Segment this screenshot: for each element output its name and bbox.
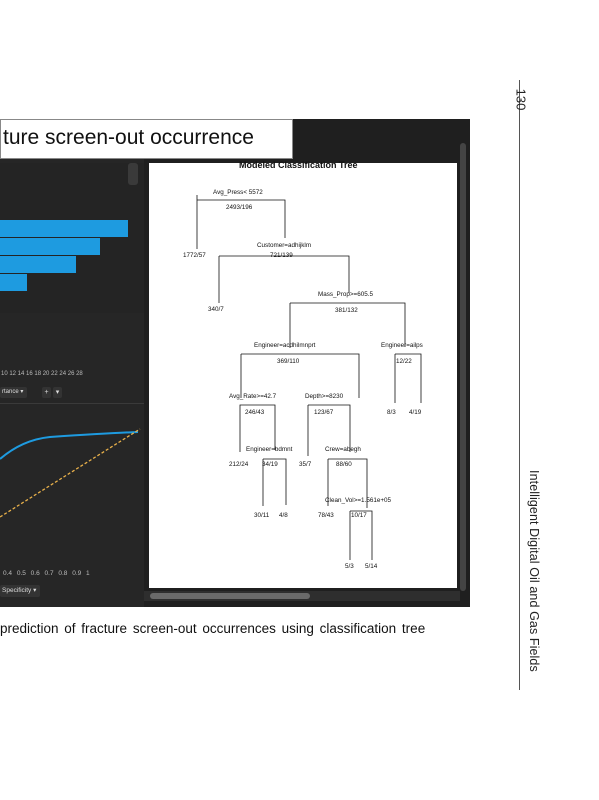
node-engineer3-counts: 34/19 bbox=[262, 461, 278, 468]
tree-title: Modeled Classification Tree bbox=[239, 160, 358, 170]
node-engineer1-split: Engineer=acdhilmnprt bbox=[254, 342, 316, 349]
importance-axis-ticks: 10 12 14 16 18 20 22 24 26 28 bbox=[1, 371, 83, 377]
node-leaf-8-3: 8/3 bbox=[387, 409, 396, 416]
classification-tree-panel: Modeled Classification Tree bbox=[149, 160, 457, 588]
node-mass-prop-counts: 381/132 bbox=[335, 307, 358, 314]
node-root-counts: 2493/196 bbox=[226, 204, 253, 211]
edge-engineer2 bbox=[394, 353, 422, 403]
roc-curve bbox=[0, 431, 139, 460]
node-leaf-78-43: 78/43 bbox=[318, 512, 334, 519]
edge-customer bbox=[218, 255, 350, 303]
node-avg-rate-split: Avg_Rate>=42.7 bbox=[229, 393, 277, 400]
horizontal-scrollbar[interactable] bbox=[150, 593, 310, 599]
edge-mass-prop bbox=[289, 302, 406, 348]
importance-bar bbox=[0, 220, 128, 237]
node-leaf-1772: 1772/57 bbox=[183, 252, 206, 259]
importance-bar bbox=[0, 274, 27, 291]
edge-engineer1 bbox=[240, 353, 360, 398]
node-crew-counts: 88/60 bbox=[336, 461, 352, 468]
node-clean-vol-counts: 10/17 bbox=[351, 512, 367, 519]
plus-icon: + bbox=[44, 389, 49, 396]
node-engineer3-split: Engineer=bdmnt bbox=[246, 446, 293, 453]
page-number: 130 bbox=[513, 88, 529, 111]
edge-crew bbox=[327, 458, 368, 508]
node-crew-split: Crew=abegh bbox=[325, 446, 361, 453]
node-leaf-212: 212/24 bbox=[229, 461, 249, 468]
edge-clean-vol bbox=[349, 510, 373, 560]
chevron-down-icon: ▾ bbox=[33, 587, 37, 594]
roc-diagonal bbox=[0, 428, 141, 518]
header-rule bbox=[519, 80, 520, 690]
node-avg-rate-counts: 246/43 bbox=[245, 409, 265, 416]
chevron-down-icon: ▾ bbox=[20, 389, 24, 395]
add-button[interactable]: + bbox=[42, 387, 51, 398]
node-leaf-4-8: 4/8 bbox=[279, 512, 288, 519]
node-leaf-30-11: 30/11 bbox=[254, 512, 270, 519]
node-mass-prop-split: Mass_Prop>=605.5 bbox=[318, 291, 373, 298]
vertical-scrollbar[interactable] bbox=[460, 143, 466, 591]
left-panel: 10 12 14 16 18 20 22 24 26 28 rtance ▾ +… bbox=[0, 119, 144, 607]
node-leaf-5-3: 5/3 bbox=[345, 563, 354, 570]
book-title: Intelligent Digital Oil and Gas Fields bbox=[527, 470, 541, 672]
node-avg-press-split: Avg_Press< 5572 bbox=[213, 189, 263, 196]
node-customer-split: Customer=adhijklm bbox=[257, 242, 312, 249]
node-engineer1-counts: 369/110 bbox=[277, 358, 300, 365]
more-dropdown-button[interactable]: ▾ bbox=[53, 387, 62, 398]
panel-divider bbox=[0, 403, 144, 404]
node-engineer2-split: Engineer=ailps bbox=[381, 342, 423, 349]
tree-edges bbox=[196, 195, 422, 560]
chevron-down-icon: ▾ bbox=[55, 389, 60, 396]
node-clean-vol-split: Clean_Vol>=1.561e+05 bbox=[325, 497, 392, 504]
figure-caption: prediction of fracture screen-out occurr… bbox=[0, 621, 426, 636]
figure-heading: ture screen-out occurrence bbox=[0, 119, 293, 159]
edge-root bbox=[196, 195, 286, 249]
node-leaf-340: 340/7 bbox=[208, 306, 224, 313]
edge-engineer3 bbox=[262, 458, 287, 506]
roc-dropdown[interactable]: Specificity ▾ bbox=[0, 585, 41, 597]
node-engineer2-counts: 12/22 bbox=[396, 358, 412, 365]
left-panel-scroll-thumb[interactable] bbox=[128, 163, 138, 185]
node-leaf-5-14: 5/14 bbox=[365, 563, 378, 570]
importance-bar bbox=[0, 238, 100, 255]
node-customer-counts: 721/139 bbox=[270, 252, 293, 259]
figure-screenshot: 10 12 14 16 18 20 22 24 26 28 rtance ▾ +… bbox=[0, 119, 470, 607]
node-leaf-4-19: 4/19 bbox=[409, 409, 422, 416]
edge-depth bbox=[307, 404, 351, 456]
node-leaf-35-7: 35/7 bbox=[299, 461, 312, 468]
edge-avg-rate bbox=[239, 404, 276, 452]
importance-dropdown-label: rtance bbox=[2, 389, 19, 395]
roc-chart bbox=[0, 428, 141, 518]
node-depth-split: Depth>=8230 bbox=[305, 393, 344, 400]
roc-dropdown-label: Specificity bbox=[2, 587, 32, 594]
node-depth-counts: 123/67 bbox=[314, 409, 334, 416]
importance-bar bbox=[0, 256, 76, 273]
roc-axis-ticks: 0.4 0.5 0.6 0.7 0.8 0.9 1 bbox=[3, 570, 90, 577]
importance-dropdown[interactable]: rtance ▾ bbox=[0, 387, 28, 398]
